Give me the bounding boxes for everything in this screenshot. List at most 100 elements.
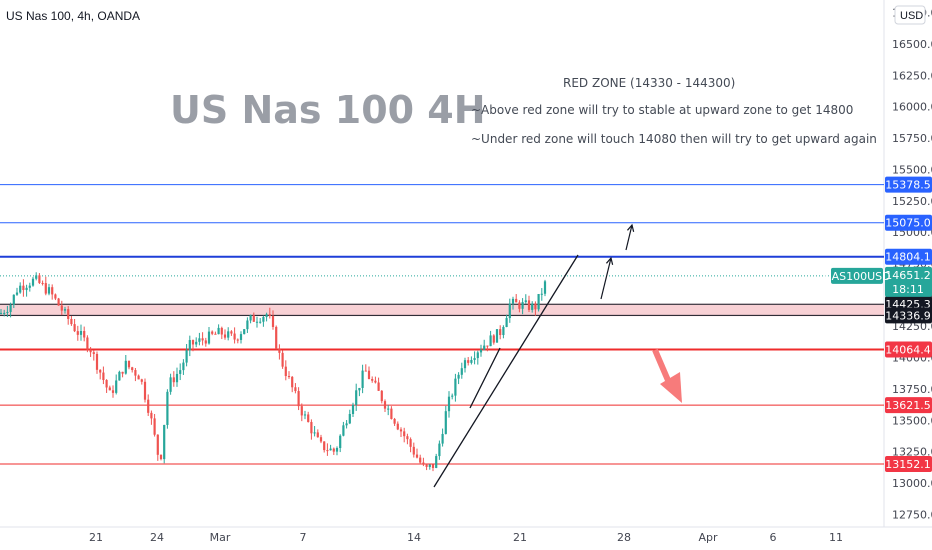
candle xyxy=(44,276,47,296)
candle xyxy=(207,327,211,345)
candle xyxy=(367,366,371,380)
down-arrow-red[interactable] xyxy=(652,348,682,403)
annotation-line-2: ~Under red zone will touch 14080 then wi… xyxy=(471,132,877,146)
candle xyxy=(444,405,447,435)
candle xyxy=(284,360,287,381)
candle xyxy=(326,443,329,456)
level-badge-label: 14064.4 xyxy=(885,344,931,357)
candle xyxy=(316,429,319,438)
candle xyxy=(412,442,415,458)
candle xyxy=(441,428,444,447)
candle xyxy=(191,339,195,352)
candle xyxy=(476,350,479,365)
candle xyxy=(166,389,169,429)
candle xyxy=(153,413,156,437)
candle xyxy=(230,330,233,336)
candle xyxy=(422,457,425,467)
candle xyxy=(428,464,431,470)
y-tick-label: 16500.0 xyxy=(892,38,932,51)
candle xyxy=(9,302,12,318)
candle xyxy=(131,366,134,373)
y-tick-label: 15500.0 xyxy=(892,163,932,176)
candle xyxy=(486,345,489,352)
candle xyxy=(198,332,201,346)
candle xyxy=(223,329,227,340)
candle xyxy=(329,444,332,451)
currency-button[interactable]: USD xyxy=(894,5,926,25)
candle xyxy=(505,314,508,328)
candle xyxy=(342,421,345,437)
candle xyxy=(489,330,492,347)
candle xyxy=(393,417,396,426)
candle xyxy=(163,424,166,464)
up-arrow-2[interactable] xyxy=(625,223,635,251)
candle xyxy=(495,329,499,343)
candle xyxy=(319,434,323,444)
candle xyxy=(323,441,326,453)
x-tick-label: 11 xyxy=(829,531,843,544)
candle xyxy=(300,403,303,422)
candle xyxy=(60,300,63,316)
x-tick-label: 21 xyxy=(89,531,103,544)
candle xyxy=(182,359,185,375)
candle xyxy=(227,327,230,341)
candle xyxy=(121,371,124,378)
candle xyxy=(204,337,207,347)
candle xyxy=(335,446,339,456)
candle xyxy=(51,284,54,300)
level-badge-label: 15075.0 xyxy=(885,217,931,230)
level-badge: 15378.5 xyxy=(885,176,932,193)
candle xyxy=(262,315,265,327)
candle xyxy=(140,378,143,385)
annotation-line-1: ~Above red zone will try to stable at up… xyxy=(471,103,853,117)
candle xyxy=(83,326,86,342)
candle xyxy=(502,325,505,339)
candle xyxy=(467,357,470,366)
candle xyxy=(435,453,438,469)
x-tick-label: Apr xyxy=(698,531,718,544)
candle xyxy=(147,394,150,416)
y-tick-label: 15250.0 xyxy=(892,195,932,208)
candle xyxy=(275,325,278,350)
candle xyxy=(380,390,383,404)
candle xyxy=(259,318,262,324)
candle xyxy=(127,360,131,370)
candle xyxy=(364,364,367,372)
level-badge-label: 13152.1 xyxy=(885,458,931,471)
y-tick-label: 13250.0 xyxy=(892,446,932,459)
candle xyxy=(351,402,355,417)
drawing-layer xyxy=(433,223,682,488)
candle xyxy=(291,376,294,393)
candle xyxy=(281,350,284,369)
trendline[interactable] xyxy=(433,254,579,488)
y-tick-label: 12750.0 xyxy=(892,508,932,521)
candle xyxy=(217,324,220,335)
candle xyxy=(527,295,531,312)
candle xyxy=(438,440,441,460)
candle xyxy=(463,357,467,373)
candle xyxy=(396,421,399,431)
y-tick-label: 13500.0 xyxy=(892,414,932,427)
candle xyxy=(54,293,57,301)
candle xyxy=(35,272,38,281)
candle xyxy=(371,376,374,383)
candle xyxy=(348,409,351,425)
y-tick-label: 15750.0 xyxy=(892,132,932,145)
candle xyxy=(243,328,246,335)
level-badge: 13621.5 xyxy=(885,397,932,414)
candle xyxy=(355,383,358,411)
candle xyxy=(214,331,217,335)
up-arrow-1[interactable] xyxy=(600,256,614,300)
trendline-extension[interactable] xyxy=(469,347,501,409)
candle xyxy=(195,337,198,348)
candle xyxy=(25,284,28,297)
candle xyxy=(303,410,307,420)
candle xyxy=(137,374,140,380)
chart-title: US Nas 100, 4h, OANDA xyxy=(6,9,140,23)
candle xyxy=(156,434,159,461)
candle xyxy=(19,282,22,294)
time-axis[interactable]: 21 24 Mar 7 14 21 28 Apr 6 11 xyxy=(89,531,843,544)
candle xyxy=(12,294,15,309)
